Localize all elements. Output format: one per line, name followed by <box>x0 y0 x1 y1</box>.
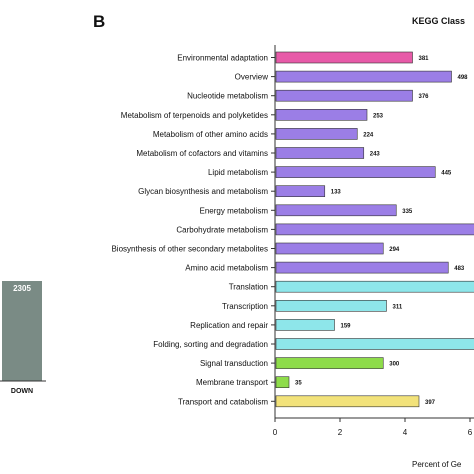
bar-value-label: 253 <box>373 113 384 119</box>
bar-value-label: 335 <box>402 209 413 215</box>
bar-value-label: 159 <box>341 323 352 329</box>
category-label: Glycan biosynthesis and metabolism <box>138 187 268 196</box>
x-tick-label: 4 <box>403 428 408 437</box>
category-label: Metabolism of cofactors and vitamins <box>136 149 268 158</box>
category-label: Folding, sorting and degradation <box>153 340 268 349</box>
bar-value-label: 224 <box>363 132 374 138</box>
bar <box>275 299 387 312</box>
category-label: Amino acid metabolism <box>185 264 268 273</box>
category-label: Transport and catabolism <box>178 397 268 406</box>
bar <box>275 70 452 83</box>
bar <box>275 185 326 197</box>
bar-value-label: 445 <box>441 171 452 177</box>
bar-value-label: 381 <box>419 56 430 62</box>
category-label: Replication and repair <box>190 321 268 330</box>
category-label: Overview <box>235 73 269 82</box>
bar-value-label: 300 <box>389 362 400 368</box>
bar-value-label: 35 <box>295 381 302 387</box>
category-label: Translation <box>229 283 268 292</box>
bar <box>275 319 335 331</box>
plot-area: Environmental adaptation 381 Overview 498 Nu… <box>111 45 474 437</box>
x-tick-label: 0 <box>273 428 278 437</box>
bar <box>275 147 365 159</box>
x-tick-label: 2 <box>338 428 343 437</box>
bar <box>275 357 384 369</box>
bar <box>275 89 413 102</box>
category-label: Carbohydrate metabolism <box>176 225 268 234</box>
category-label: Energy metabolism <box>200 206 269 215</box>
bar <box>275 128 358 140</box>
x-tick-label: 6 <box>468 428 473 437</box>
bar-value-label: 483 <box>454 266 465 272</box>
bar <box>275 166 436 178</box>
bar <box>275 338 474 350</box>
bar-value-label: 376 <box>419 94 430 100</box>
bar <box>275 395 420 408</box>
category-label: Signal transduction <box>200 359 268 368</box>
category-label: Metabolism of terpenoids and polyketides <box>121 111 268 120</box>
bar <box>275 242 384 255</box>
x-axis-label: Percent of Ge <box>412 460 462 469</box>
bar-value-label: 294 <box>389 247 400 253</box>
category-label: Membrane transport <box>196 378 269 387</box>
bar <box>275 51 413 64</box>
chart-title: KEGG Class <box>412 16 465 26</box>
bar <box>275 261 449 274</box>
category-label: Environmental adaptation <box>177 54 268 63</box>
down-bar-value-label: 2305 <box>13 284 31 293</box>
category-label: Transcription <box>222 302 268 311</box>
bar-value-label: 311 <box>393 304 403 310</box>
category-label: Metabolism of other amino acids <box>153 130 268 139</box>
bar <box>275 109 368 121</box>
bar-value-label: 498 <box>458 75 469 81</box>
panel-label: B <box>93 12 105 31</box>
down-bar <box>2 281 42 381</box>
category-label: Biosynthesis of other secondary metaboli… <box>111 245 268 254</box>
category-label: Nucleotide metabolism <box>187 92 268 101</box>
down-category-label: DOWN <box>11 388 33 395</box>
bar-value-label: 133 <box>331 190 342 196</box>
bar <box>275 223 474 236</box>
category-label: Lipid metabolism <box>208 168 268 177</box>
bar-value-label: 243 <box>370 152 381 158</box>
bar <box>275 376 290 389</box>
bar <box>275 204 397 217</box>
bar <box>275 280 474 293</box>
bar-value-label: 397 <box>425 400 436 406</box>
